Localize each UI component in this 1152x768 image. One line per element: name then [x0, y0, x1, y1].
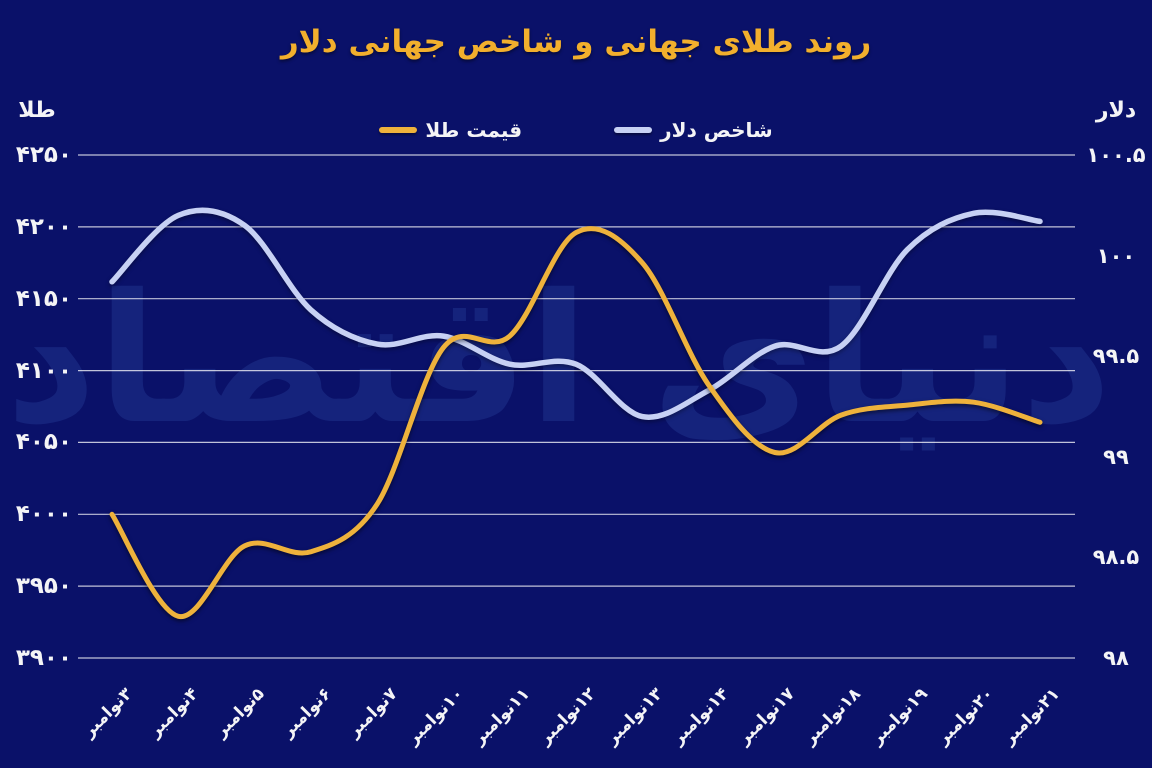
right-axis-tick-label: ۹۹.۵ — [1092, 344, 1140, 369]
left-axis-tick-label: ۳۹۵۰ — [15, 573, 72, 600]
left-axis-title: طلا — [18, 98, 56, 123]
right-axis-tick-label: ۹۸ — [1103, 646, 1129, 670]
right-axis-tick-label: ۹۸.۵ — [1092, 545, 1140, 570]
left-axis-tick-label: ۳۹۰۰ — [15, 645, 72, 671]
legend-label: قیمت طلا — [425, 118, 523, 142]
chart-title: روند طلای جهانی و شاخص جهانی دلار — [280, 24, 872, 60]
gold-price-line — [109, 226, 1043, 619]
legend-item-dollar-index: شاخص دلار — [614, 118, 773, 142]
left-axis-tick-label: ۴۰۰۰ — [15, 501, 72, 528]
legend-line-swatch — [614, 127, 653, 133]
right-axis-tick-label: ۱۰۰.۵ — [1086, 143, 1146, 167]
legend-item-gold-price: قیمت طلا — [379, 118, 522, 142]
legend-line-swatch — [379, 127, 418, 133]
left-axis-tick-label: ۴۲۰۰ — [15, 213, 72, 240]
left-axis-tick-label: ۴۱۵۰ — [15, 285, 72, 312]
left-axis-tick-label: ۴۲۵۰ — [15, 142, 72, 168]
left-axis-tick-label: ۴۱۰۰ — [15, 357, 72, 384]
legend: قیمت طلا شاخص دلار — [0, 118, 1152, 142]
right-axis-title: دلار — [1095, 98, 1137, 123]
left-axis-tick-label: ۴۰۵۰ — [15, 429, 72, 456]
dollar-index-line — [109, 207, 1043, 420]
right-axis-tick-label: ۱۰۰ — [1096, 243, 1136, 268]
right-axis-tick-label: ۹۹ — [1103, 444, 1129, 469]
legend-label: شاخص دلار — [660, 118, 773, 142]
